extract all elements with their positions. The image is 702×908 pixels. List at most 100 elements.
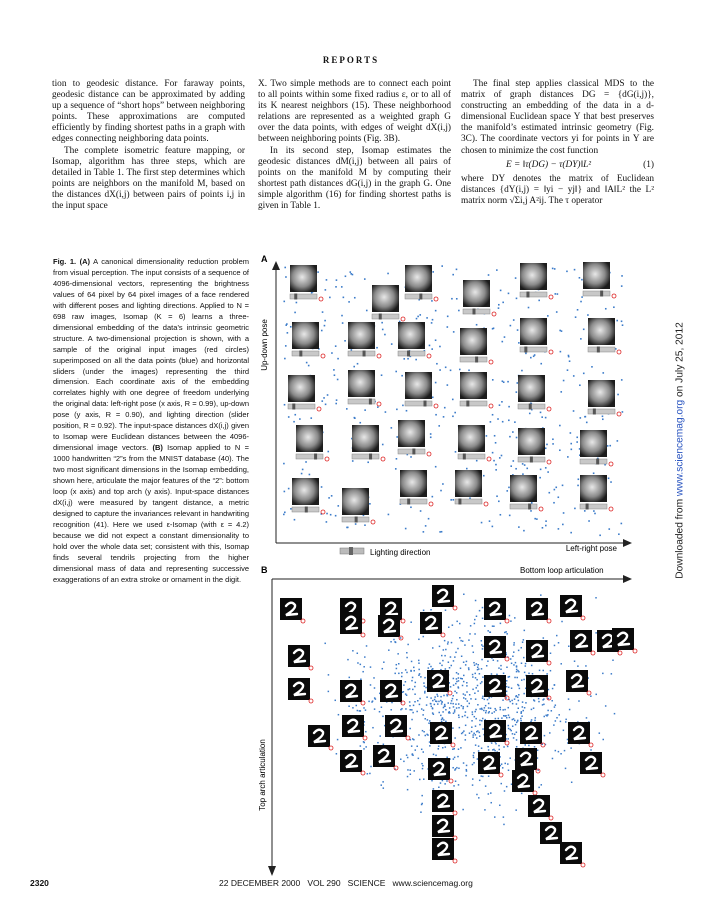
dot <box>452 758 455 760</box>
dot <box>515 436 518 439</box>
panel-label: B <box>261 565 268 575</box>
dot <box>543 734 546 737</box>
digit-image <box>484 598 506 620</box>
dot <box>443 719 445 721</box>
dot <box>433 703 436 706</box>
dot <box>511 725 514 727</box>
dot <box>541 526 544 529</box>
dot <box>567 355 570 358</box>
dot <box>424 734 427 737</box>
dot <box>433 698 436 701</box>
dot <box>461 715 464 718</box>
dot <box>608 528 611 530</box>
dot <box>522 473 524 475</box>
dot <box>324 642 326 645</box>
dot <box>473 752 475 754</box>
dot <box>507 714 510 716</box>
note-link[interactable]: www.sciencemag.org <box>674 399 686 497</box>
dot <box>505 785 508 788</box>
dot <box>476 666 479 668</box>
dot <box>562 512 565 514</box>
dot <box>574 507 576 510</box>
dot <box>382 781 384 783</box>
digit-stroke <box>488 723 503 739</box>
marker <box>362 735 368 741</box>
digit-stroke <box>346 718 361 734</box>
digit-image <box>432 815 454 837</box>
dot <box>516 329 519 331</box>
dot <box>553 706 556 708</box>
dot <box>481 717 484 720</box>
marker <box>360 632 366 638</box>
dot <box>465 770 468 772</box>
dot <box>484 625 486 627</box>
dot <box>525 702 527 704</box>
dot <box>502 714 505 717</box>
face-image <box>580 430 607 457</box>
dot <box>484 718 486 721</box>
marker <box>580 862 586 868</box>
marker <box>450 742 456 748</box>
dot <box>491 657 493 659</box>
dot <box>362 670 364 673</box>
dot <box>581 296 583 298</box>
marker <box>616 411 622 417</box>
dot <box>409 705 411 707</box>
dot <box>553 684 556 686</box>
dot <box>440 668 442 671</box>
face-image <box>290 265 317 292</box>
dot <box>456 680 458 683</box>
axis-arrow <box>272 261 280 270</box>
face-image <box>460 328 487 355</box>
dot <box>446 756 448 759</box>
digit-stroke <box>292 681 307 697</box>
dot <box>454 451 457 453</box>
dot <box>543 715 545 718</box>
dot <box>462 762 465 764</box>
digit-image <box>526 598 548 620</box>
dot <box>414 749 417 751</box>
dot <box>477 668 480 670</box>
dot <box>321 311 324 313</box>
dot <box>363 741 365 744</box>
dot <box>510 465 513 467</box>
dot <box>566 369 569 371</box>
dot <box>617 393 619 396</box>
marker <box>600 772 606 778</box>
dot <box>442 746 444 749</box>
face-image <box>458 425 485 452</box>
face-image <box>292 322 319 349</box>
dot <box>501 340 504 343</box>
dot <box>460 655 463 658</box>
slider-knob <box>354 516 358 523</box>
dot <box>401 707 403 710</box>
dot <box>583 510 586 512</box>
dot <box>515 809 517 811</box>
dot <box>565 718 567 721</box>
dot <box>330 495 333 497</box>
digit-images <box>280 585 638 868</box>
dot <box>475 687 477 689</box>
dot <box>449 369 452 372</box>
dot <box>465 764 468 767</box>
dot <box>515 695 518 697</box>
dot <box>474 672 476 675</box>
dot <box>504 762 506 765</box>
dot <box>396 436 398 438</box>
digit-stroke <box>570 673 585 689</box>
slider-knob <box>419 293 423 300</box>
dot <box>530 502 533 504</box>
dot <box>424 690 426 693</box>
slider <box>351 453 380 460</box>
dot <box>455 707 458 709</box>
slider <box>579 458 608 465</box>
marker <box>504 656 510 662</box>
dot <box>356 652 359 655</box>
digit-stroke <box>384 683 399 699</box>
dot <box>464 644 466 646</box>
dot <box>468 369 470 372</box>
dot <box>342 296 345 299</box>
dot <box>445 708 447 711</box>
dot <box>475 717 477 720</box>
note-text: Downloaded from <box>674 498 686 579</box>
